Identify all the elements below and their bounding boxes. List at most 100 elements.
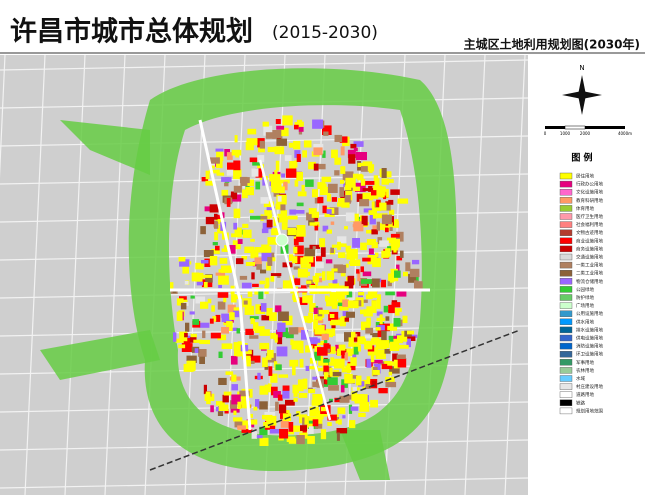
land-parcel: [202, 330, 206, 339]
land-parcel: [322, 150, 326, 158]
land-parcel: [379, 240, 389, 247]
land-parcel: [366, 229, 375, 234]
land-parcel: [216, 401, 225, 406]
land-parcel: [250, 319, 255, 323]
legend-swatch: [559, 334, 573, 342]
land-parcel: [366, 239, 377, 246]
land-parcel: [180, 302, 187, 310]
land-parcel: [307, 423, 314, 428]
land-parcel: [295, 341, 300, 350]
land-parcel: [214, 213, 218, 220]
land-parcel: [295, 210, 305, 214]
land-parcel: [276, 125, 285, 130]
land-parcel: [352, 186, 361, 192]
land-parcel: [348, 249, 357, 258]
green-belt: [128, 68, 457, 472]
land-parcel: [317, 316, 323, 321]
land-parcel: [372, 211, 377, 219]
land-parcel: [269, 429, 280, 434]
land-parcel: [332, 279, 338, 284]
land-parcel: [221, 316, 232, 323]
land-parcel: [277, 322, 286, 332]
land-parcel: [277, 335, 283, 345]
land-parcel: [259, 140, 265, 149]
land-parcel: [204, 206, 211, 212]
land-parcel: [259, 401, 268, 410]
land-parcel: [379, 202, 387, 211]
land-parcel: [233, 185, 242, 193]
land-parcel: [327, 183, 338, 193]
land-parcel: [215, 219, 222, 225]
land-parcel: [345, 311, 355, 318]
land-parcel: [220, 265, 232, 273]
land-parcel: [320, 429, 327, 440]
land-parcel: [376, 311, 383, 316]
land-parcel: [289, 359, 299, 367]
land-parcel: [331, 299, 338, 309]
land-parcel: [206, 395, 211, 405]
land-parcel: [258, 289, 264, 300]
land-parcel: [193, 339, 203, 343]
land-parcel: [282, 280, 294, 289]
land-parcel: [341, 202, 350, 208]
land-parcel: [414, 281, 423, 290]
legend-swatch: [559, 245, 573, 253]
land-parcel: [241, 256, 248, 260]
land-parcel: [208, 169, 220, 174]
land-parcel: [361, 215, 368, 226]
land-parcel: [218, 284, 222, 289]
legend-label: 社会福利用地: [576, 221, 603, 228]
land-parcel: [363, 181, 375, 185]
land-parcel: [329, 362, 339, 366]
land-use-blocks: [170, 115, 423, 446]
land-parcel: [344, 352, 348, 361]
land-parcel: [409, 268, 420, 278]
legend-swatch: [559, 213, 573, 220]
land-parcel: [230, 191, 237, 200]
land-parcel: [402, 315, 408, 323]
land-parcel: [345, 245, 351, 252]
land-parcel: [257, 372, 261, 380]
land-parcel: [184, 280, 189, 285]
legend-label: 供水用地: [576, 318, 594, 325]
land-parcel: [341, 379, 348, 388]
land-parcel: [239, 177, 250, 184]
land-parcel: [179, 331, 188, 342]
land-parcel: [304, 247, 316, 257]
land-parcel: [216, 151, 224, 162]
land-parcel: [318, 183, 327, 189]
land-parcel: [233, 169, 242, 180]
subtitle: 主城区土地利用规划图(2030年): [464, 37, 640, 52]
land-parcel: [288, 327, 299, 335]
land-parcel: [298, 126, 304, 132]
land-parcel: [269, 312, 277, 321]
land-parcel: [296, 154, 301, 162]
land-parcel: [242, 189, 248, 199]
land-parcel: [221, 343, 233, 349]
land-parcel: [397, 335, 408, 342]
land-parcel: [385, 381, 397, 388]
land-parcel: [297, 268, 308, 278]
land-parcel: [256, 215, 268, 220]
land-parcel: [232, 240, 241, 250]
land-parcel: [255, 181, 261, 190]
land-parcel: [309, 406, 319, 416]
land-parcel: [270, 181, 282, 187]
land-parcel: [271, 228, 280, 236]
land-parcel: [201, 260, 209, 264]
land-parcel: [329, 367, 333, 377]
land-parcel: [337, 241, 341, 250]
land-parcel: [389, 227, 393, 231]
land-parcel: [326, 297, 337, 303]
legend-swatch: [559, 375, 573, 382]
land-parcel: [359, 199, 370, 207]
green-wedge: [340, 430, 390, 480]
land-parcel: [290, 425, 302, 432]
land-parcel: [328, 385, 339, 391]
compass-north: N: [579, 64, 584, 72]
land-parcel: [406, 338, 411, 348]
land-parcel: [271, 184, 277, 193]
land-parcel: [212, 242, 218, 246]
land-parcel: [185, 322, 190, 332]
land-parcel: [199, 339, 210, 345]
